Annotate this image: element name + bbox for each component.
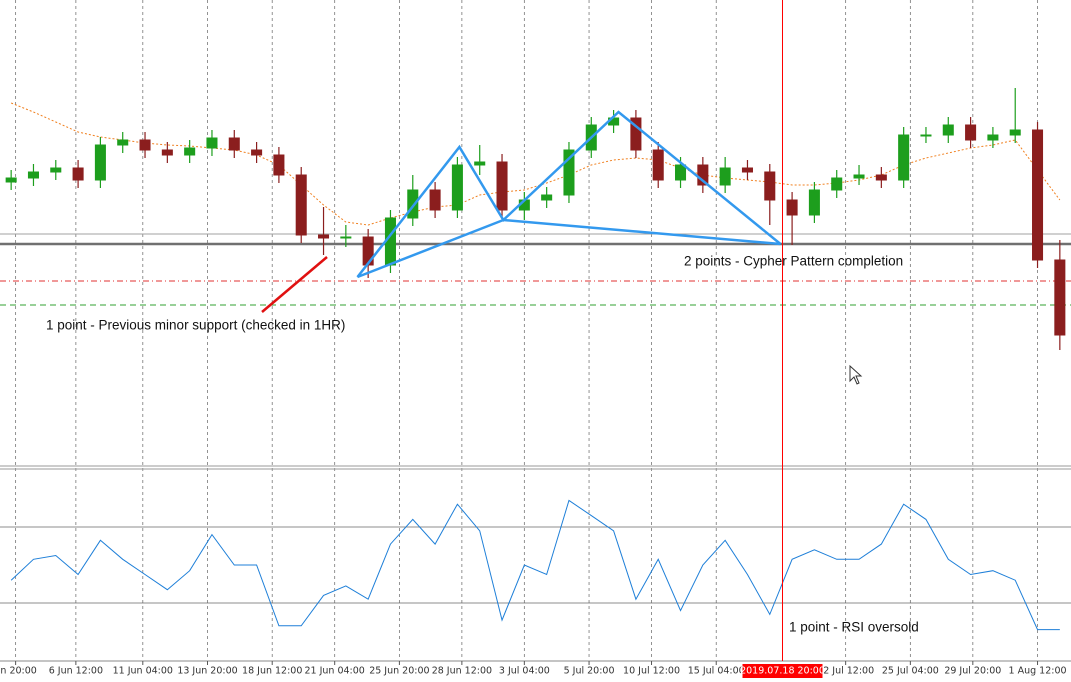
candle-body — [786, 199, 798, 216]
candle-body — [139, 139, 151, 151]
candle-body — [630, 117, 642, 151]
x-tick-label: 11 Jun 04:00 — [113, 666, 173, 677]
candle-body — [273, 154, 285, 176]
candle-body — [1032, 129, 1044, 261]
moving-average — [10, 102, 1061, 226]
candle-body — [1009, 129, 1021, 136]
candle-body — [898, 134, 910, 181]
candle-body — [697, 164, 709, 186]
crosshair-label: 2019.07.18 20:00 — [740, 666, 825, 677]
annotation: 1 point - Previous minor support (checke… — [46, 318, 345, 333]
annotation-pointer — [261, 256, 328, 313]
annotation: 1 point - RSI oversold — [789, 620, 919, 635]
x-tick-label: 6 Jun 12:00 — [49, 666, 103, 677]
candle-body — [474, 161, 486, 166]
candle-body — [117, 139, 129, 146]
x-tick-label: 25 Jun 20:00 — [369, 666, 429, 677]
crosshair-label-bg — [742, 664, 823, 678]
candle-body — [652, 149, 664, 181]
pattern-chord — [503, 218, 781, 246]
x-tick-label: 25 Jul 04:00 — [882, 666, 939, 677]
candle-body — [987, 134, 999, 141]
candle-body — [496, 161, 508, 211]
candle-body — [251, 149, 263, 156]
candle-body — [675, 164, 687, 181]
mouse-cursor — [849, 364, 863, 385]
candle-body — [295, 174, 307, 236]
candle-body — [206, 137, 218, 149]
x-tick-label: 22 Jul 12:00 — [817, 666, 874, 677]
candle-body — [429, 189, 441, 211]
candle-body — [384, 217, 396, 266]
candle-body — [764, 171, 776, 201]
x-tick-label: 21 Jun 04:00 — [305, 666, 365, 677]
candle-body — [184, 147, 196, 156]
candle-body — [228, 137, 240, 151]
x-tick-label: 18 Jun 12:00 — [242, 666, 302, 677]
rsi-line — [10, 499, 1060, 631]
candle-body — [50, 167, 62, 173]
x-axis: un 20:00 6 Jun 12:00 11 Jun 04:00 13 Jun 20… — [0, 661, 1067, 677]
x-tick-label: 5 Jul 20:00 — [564, 666, 615, 677]
candle-body — [72, 167, 84, 181]
candle-body — [541, 194, 553, 201]
x-tick-label: un 20:00 — [0, 666, 37, 677]
x-tick-label: 15 Jul 04:00 — [688, 666, 745, 677]
candle-body — [965, 124, 977, 141]
x-tick-label: 10 Jul 12:00 — [623, 666, 680, 677]
candle-body — [1054, 259, 1066, 336]
candle-body — [27, 171, 39, 179]
x-tick-label: 1 Aug 12:00 — [1009, 666, 1067, 677]
candle-body — [318, 234, 330, 239]
x-tick-label: 13 Jun 20:00 — [177, 666, 237, 677]
candle-body — [161, 149, 173, 156]
x-tick-label: 3 Jul 04:00 — [499, 666, 550, 677]
candle-body — [853, 174, 865, 179]
candle-body — [94, 144, 106, 181]
candle-body — [563, 149, 575, 196]
candle-body — [340, 236, 352, 239]
candle-body — [808, 189, 820, 216]
grid — [15, 0, 1038, 660]
x-tick-label: 29 Jul 20:00 — [944, 666, 1001, 677]
levels — [0, 233, 1071, 306]
annotation: 2 points - Cypher Pattern completion — [684, 254, 903, 269]
pattern-chord — [356, 218, 504, 279]
candle-body — [741, 167, 753, 173]
candle-body — [5, 177, 17, 183]
x-tick-label: 28 Jun 12:00 — [432, 666, 492, 677]
candle-body — [942, 124, 954, 136]
price-panel — [5, 88, 1066, 350]
candle-body — [831, 177, 843, 191]
candle-body — [719, 167, 731, 186]
candle-body — [451, 164, 463, 211]
rsi-panel — [0, 499, 1071, 631]
candle-body — [875, 174, 887, 181]
candle-body — [407, 189, 419, 219]
candle-body — [920, 134, 932, 137]
